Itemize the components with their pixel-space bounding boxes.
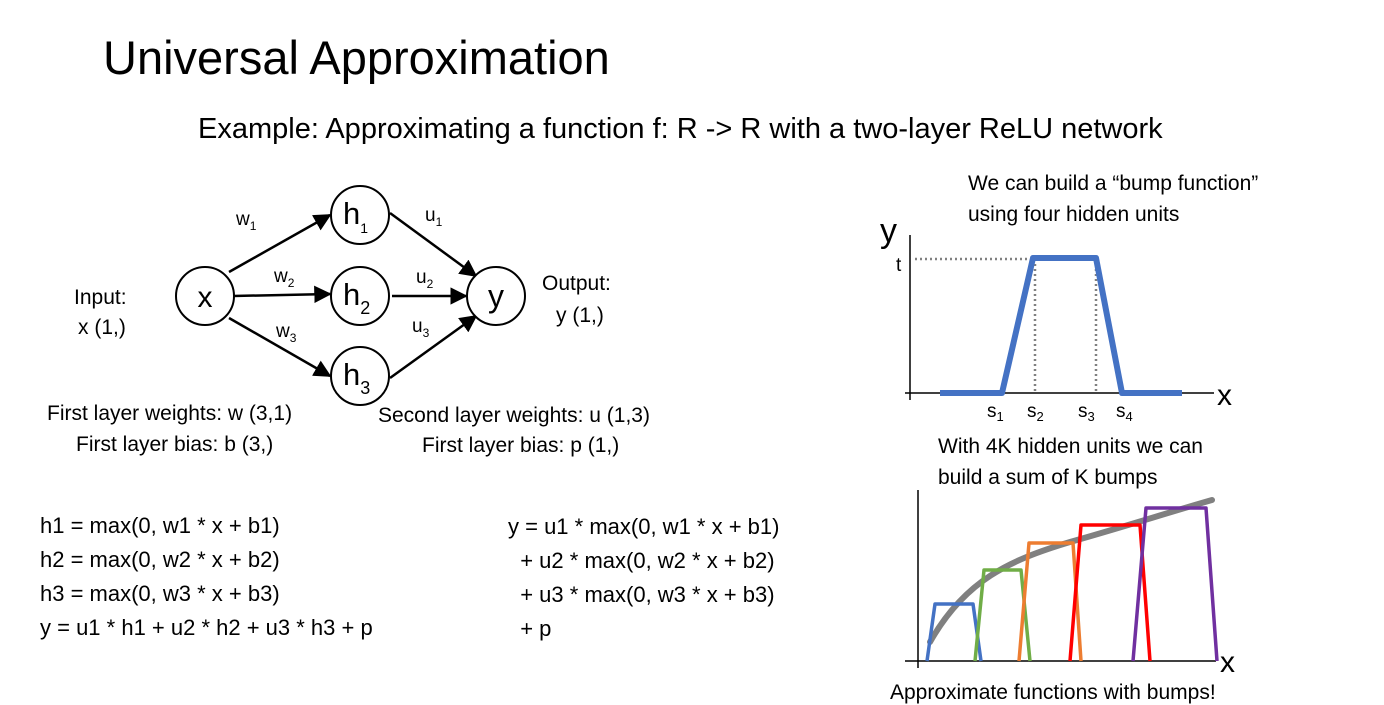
layer1-weights-label: First layer weights: w (3,1) <box>47 402 293 425</box>
network-diagram: x y h1 h2 h3 w1 w2 w3 u1 u2 u3 <box>175 185 526 406</box>
s4-label: s4 <box>1116 401 1133 424</box>
equation-line: h1 = max(0, w1 * x + b1) <box>40 513 280 538</box>
weight-u3-label: u3 <box>412 316 430 340</box>
sum-bumps-caption-line2: build a sum of K bumps <box>938 466 1158 489</box>
edge-x-h2 <box>232 285 332 304</box>
edge-x-h1 <box>228 213 332 274</box>
node-h1 <box>330 185 390 245</box>
equations-right: y = u1 * max(0, w1 * x + b1) + u2 * max(… <box>508 510 779 646</box>
node-x-label: x <box>198 281 213 314</box>
s3-label: s3 <box>1078 401 1095 424</box>
slide-subtitle: Example: Approximating a function f: R -… <box>198 113 1163 145</box>
node-x <box>175 266 235 326</box>
input-shape-label: x (1,) <box>78 316 126 339</box>
target-curve <box>927 497 1215 645</box>
slide-title: Universal Approximation <box>103 31 610 84</box>
s2-label: s2 <box>1027 401 1044 424</box>
bump-4 <box>1068 523 1152 662</box>
sum-bumps-caption-line1: With 4K hidden units we can <box>938 435 1203 458</box>
node-h1-label: h1 <box>343 196 368 236</box>
layer2-bias-label: First layer bias: p (1,) <box>422 434 620 457</box>
equations-left: h1 = max(0, w1 * x + b1) h2 = max(0, w2 … <box>40 509 373 645</box>
s1-label: s1 <box>987 401 1004 424</box>
weight-u2-label: u2 <box>416 267 434 291</box>
bump-3 <box>1017 541 1083 662</box>
layer2-weights-label: Second layer weights: u (1,3) <box>378 404 650 427</box>
bump-function-plot: y t x s1 s2 s3 s4 <box>880 212 1232 424</box>
node-h3-label: h3 <box>343 357 370 398</box>
sum-bumps-plot: x <box>905 490 1235 679</box>
output-label: Output: <box>542 272 611 295</box>
node-h2 <box>330 266 390 326</box>
bump-caption-line1: We can build a “bump function” <box>968 172 1259 195</box>
bump-2 <box>973 568 1032 662</box>
bump-t-label: t <box>896 255 902 276</box>
edge-x-h3 <box>228 316 332 378</box>
equation-line: + u3 * max(0, w3 * x + b3) <box>508 582 775 607</box>
bump-x-label: x <box>1217 379 1232 412</box>
bump-5 <box>1131 506 1219 662</box>
layer1-bias-label: First layer bias: b (3,) <box>76 433 274 456</box>
bump-curve <box>940 255 1182 396</box>
input-label: Input: <box>74 286 127 309</box>
equation-line: + p <box>508 616 552 641</box>
node-h2-label: h2 <box>343 277 370 318</box>
equation-line: h3 = max(0, w3 * x + b3) <box>40 581 280 606</box>
weight-u1-label: u1 <box>425 205 443 229</box>
weight-w2-label: w2 <box>273 266 295 290</box>
node-y <box>466 266 526 326</box>
weight-w3-label: w3 <box>275 321 297 345</box>
node-y-label: y <box>488 278 504 314</box>
bottom-caption: Approximate functions with bumps! <box>890 681 1216 704</box>
edge-h1-y <box>389 211 478 278</box>
bump-caption-line2: using four hidden units <box>968 203 1180 226</box>
equation-line: h2 = max(0, w2 * x + b2) <box>40 547 280 572</box>
bump-y-label: y <box>880 212 897 250</box>
equation-line: + u2 * max(0, w2 * x + b2) <box>508 548 775 573</box>
equation-line: y = u1 * max(0, w1 * x + b1) <box>508 514 780 539</box>
sum-x-label: x <box>1220 646 1235 679</box>
weight-w1-label: w1 <box>235 209 257 233</box>
node-h3 <box>330 346 390 406</box>
output-shape-label: y (1,) <box>556 304 604 327</box>
equation-line: y = u1 * h1 + u2 * h2 + u3 * h3 + p <box>40 615 373 640</box>
edge-h3-y <box>389 314 478 380</box>
